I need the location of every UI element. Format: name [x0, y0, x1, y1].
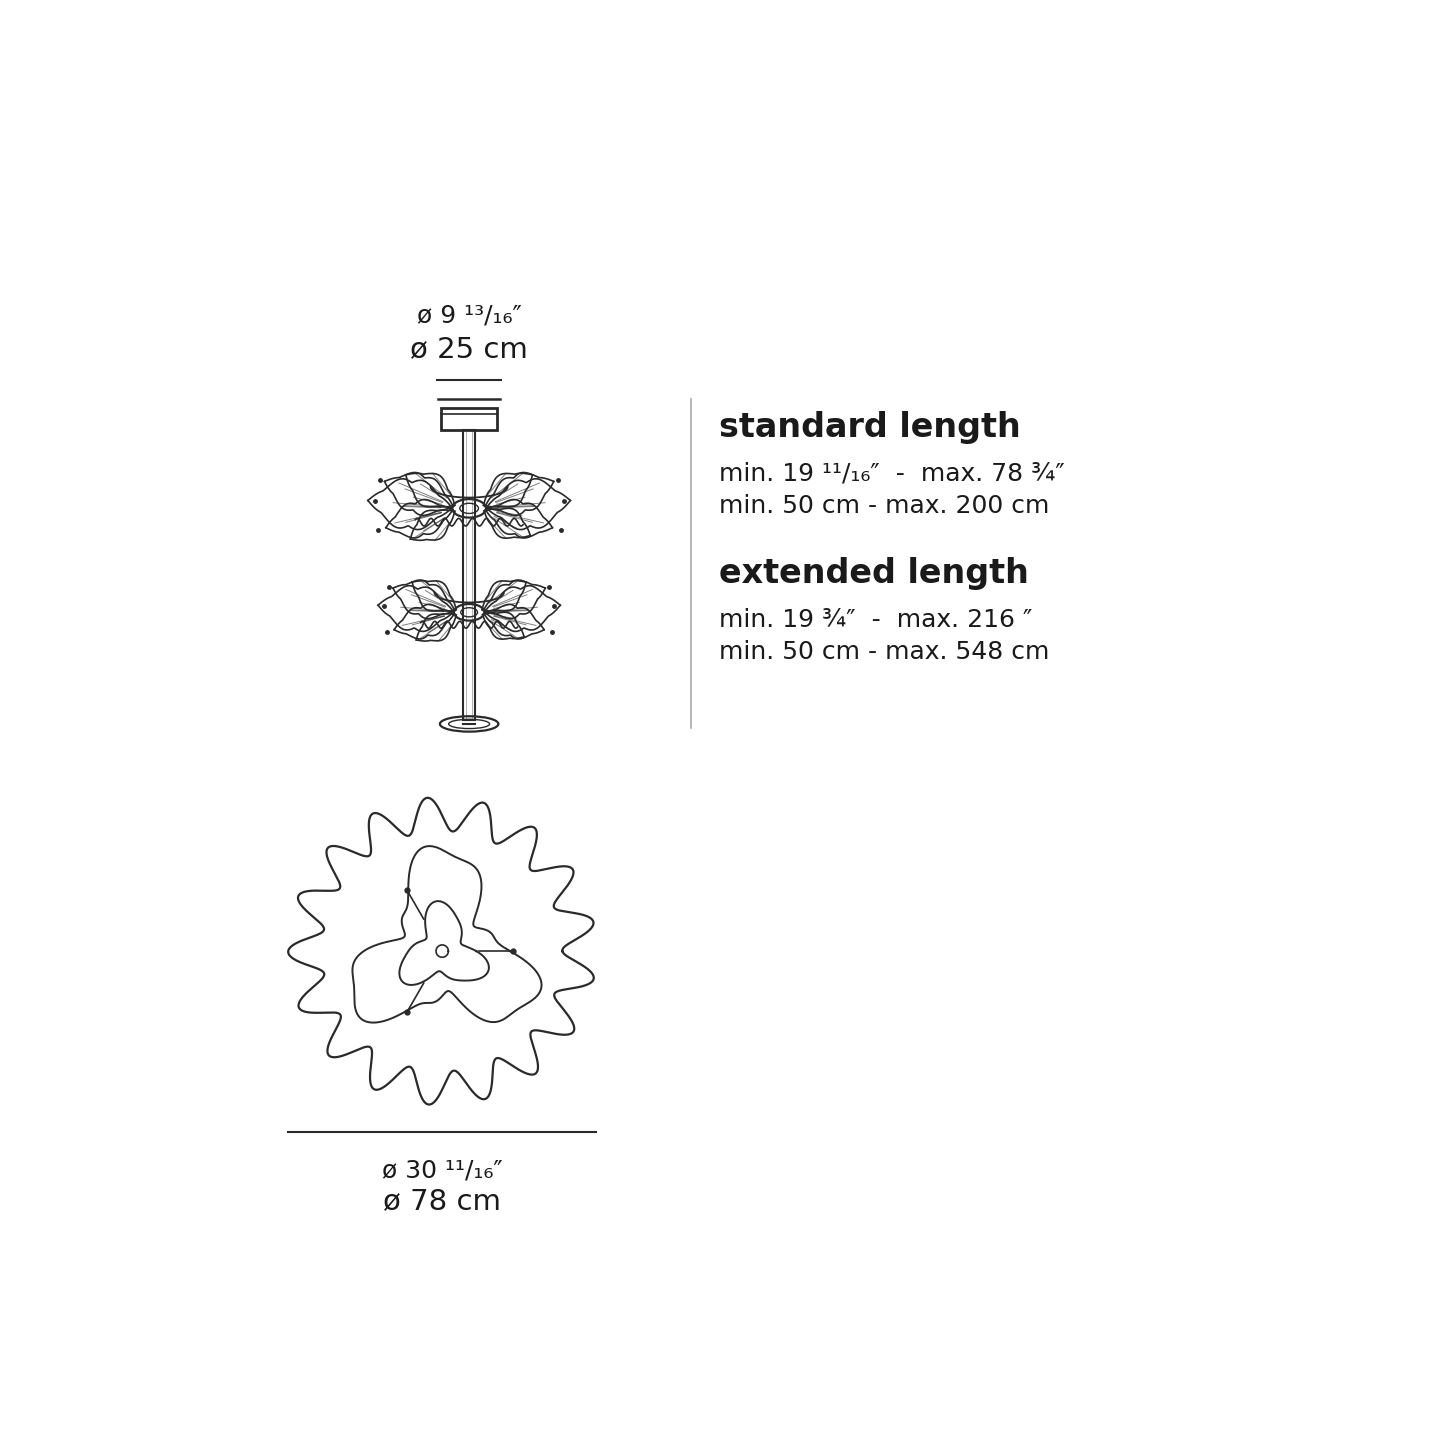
Bar	[462, 429, 475, 720]
Text: min. 19 ¹¹/₁₆″  -  max. 78 ¾″: min. 19 ¹¹/₁₆″ - max. 78 ¾″	[720, 462, 1065, 486]
Text: min. 19 ¾″  -  max. 216 ″: min. 19 ¾″ - max. 216 ″	[720, 608, 1033, 631]
Text: min. 50 cm - max. 200 cm: min. 50 cm - max. 200 cm	[720, 494, 1049, 519]
Bar	[441, 409, 497, 429]
Text: ø 78 cm: ø 78 cm	[383, 1188, 501, 1215]
Text: ø 30 ¹¹/₁₆″: ø 30 ¹¹/₁₆″	[381, 1159, 503, 1182]
Text: ø 25 cm: ø 25 cm	[410, 335, 527, 363]
Text: extended length: extended length	[720, 558, 1029, 591]
Text: standard length: standard length	[720, 410, 1022, 444]
Text: ø 9 ¹³/₁₆″: ø 9 ¹³/₁₆″	[416, 303, 522, 328]
Text: min. 50 cm - max. 548 cm: min. 50 cm - max. 548 cm	[720, 640, 1049, 665]
